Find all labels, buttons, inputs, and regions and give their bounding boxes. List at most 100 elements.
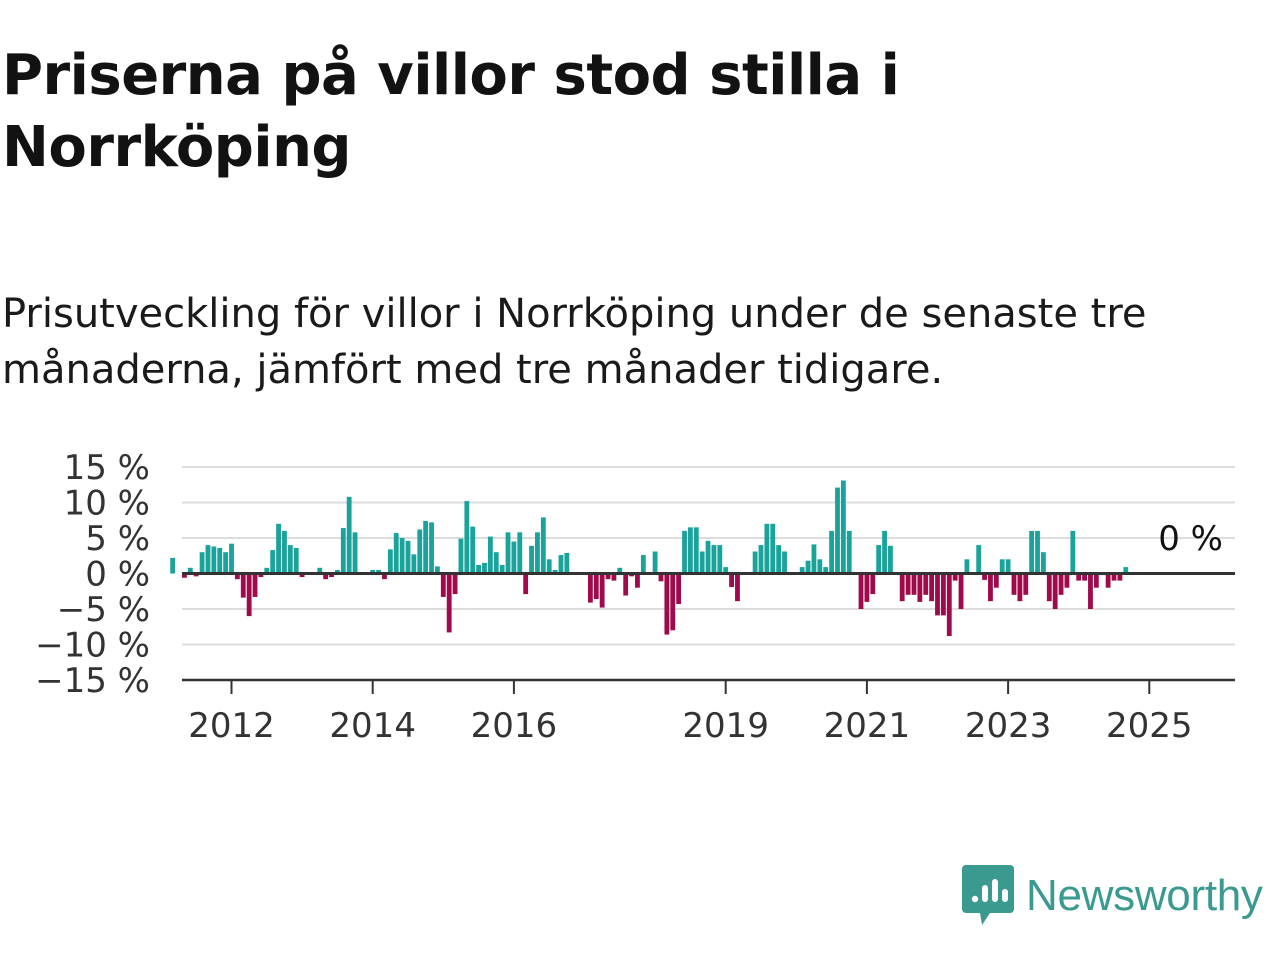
bar xyxy=(823,567,829,574)
bar xyxy=(370,569,376,574)
bar xyxy=(599,573,605,608)
bar xyxy=(652,551,658,574)
bar xyxy=(1011,573,1017,595)
bar xyxy=(1029,530,1035,574)
bar xyxy=(635,573,640,588)
bar xyxy=(411,554,417,574)
bar xyxy=(435,566,440,574)
bar xyxy=(758,545,764,574)
bar xyxy=(229,543,234,574)
bar xyxy=(1058,573,1064,595)
bar xyxy=(482,562,487,574)
bar xyxy=(552,569,558,574)
bar xyxy=(623,573,629,596)
bar xyxy=(182,573,187,578)
bar xyxy=(658,573,664,582)
x-tick-label: 2016 xyxy=(471,706,558,746)
bar xyxy=(293,547,299,574)
bar xyxy=(276,523,281,574)
bar xyxy=(499,564,505,574)
bar xyxy=(1040,552,1046,574)
bar xyxy=(687,527,693,574)
bar xyxy=(870,573,876,595)
bar xyxy=(846,530,852,574)
bar xyxy=(199,552,205,574)
bar xyxy=(1082,573,1087,581)
annotations: 0 % xyxy=(1158,519,1223,559)
bar xyxy=(858,573,864,609)
x-tick-label: 2023 xyxy=(965,706,1052,746)
bar xyxy=(417,529,423,574)
bar xyxy=(282,530,287,574)
bar xyxy=(982,573,987,580)
bar xyxy=(382,573,387,580)
bar xyxy=(611,573,617,581)
bar xyxy=(1046,573,1052,602)
bar xyxy=(764,523,770,574)
y-tick-label: 5 % xyxy=(85,519,150,559)
bar xyxy=(264,567,270,574)
bar xyxy=(935,573,940,616)
bar xyxy=(470,526,476,574)
bar xyxy=(1088,573,1093,609)
y-tick-label: −5 % xyxy=(57,590,150,630)
x-tick-label: 2021 xyxy=(824,706,911,746)
bar xyxy=(399,538,405,574)
bar xyxy=(540,517,546,574)
bar xyxy=(452,573,458,595)
bar-chart: 15 %10 %5 %0 %−5 %−10 %−15 % 2012 2014 201… xyxy=(35,448,1235,746)
bar xyxy=(352,532,358,574)
bar xyxy=(587,573,593,603)
bar xyxy=(258,573,264,578)
bar xyxy=(329,573,334,578)
chart-subtitle: Prisutveckling för villor i Norrköping u… xyxy=(2,291,1147,393)
newsworthy-logo[interactable]: Newsworthy xyxy=(962,862,1263,930)
bar xyxy=(835,487,840,574)
bar xyxy=(535,532,540,574)
bar xyxy=(593,573,599,600)
latest-value-label: 0 % xyxy=(1158,519,1223,559)
newsworthy-logo-text: Newsworthy xyxy=(1026,871,1263,920)
bar xyxy=(617,567,623,574)
bar xyxy=(1070,530,1076,574)
bar xyxy=(805,560,811,574)
bar xyxy=(246,573,252,617)
x-tick-label: 2014 xyxy=(329,706,416,746)
bar xyxy=(799,567,805,574)
bar xyxy=(1105,573,1111,588)
bar xyxy=(205,545,211,574)
bars xyxy=(170,480,1129,636)
y-tick-label: −15 % xyxy=(35,661,150,701)
bar xyxy=(729,573,734,587)
bar xyxy=(1035,530,1040,574)
y-tick-label: −10 % xyxy=(35,626,150,666)
bar xyxy=(899,573,905,602)
bar xyxy=(682,530,687,574)
bar xyxy=(864,573,870,602)
bar xyxy=(923,573,929,595)
bar xyxy=(770,523,776,574)
y-tick-label: 0 % xyxy=(85,555,150,595)
bar xyxy=(905,573,911,595)
bar xyxy=(234,573,240,580)
bar xyxy=(523,573,529,595)
bar xyxy=(670,573,676,631)
bar xyxy=(405,540,411,574)
bar xyxy=(964,559,970,574)
bar xyxy=(299,573,305,578)
bar xyxy=(1076,573,1082,581)
bar xyxy=(493,552,499,574)
x-tick-label: 2019 xyxy=(682,706,769,746)
bar xyxy=(976,545,982,574)
bar xyxy=(993,573,999,588)
bar xyxy=(317,567,323,574)
bar xyxy=(605,573,611,580)
bar xyxy=(640,555,646,574)
bar xyxy=(511,541,517,574)
chart-title: Priserna på villor stod stilla i Norrköp… xyxy=(2,43,900,180)
bar xyxy=(929,573,935,602)
bar xyxy=(888,545,893,574)
bar xyxy=(505,532,511,574)
bar xyxy=(876,545,882,574)
bar xyxy=(429,522,434,574)
